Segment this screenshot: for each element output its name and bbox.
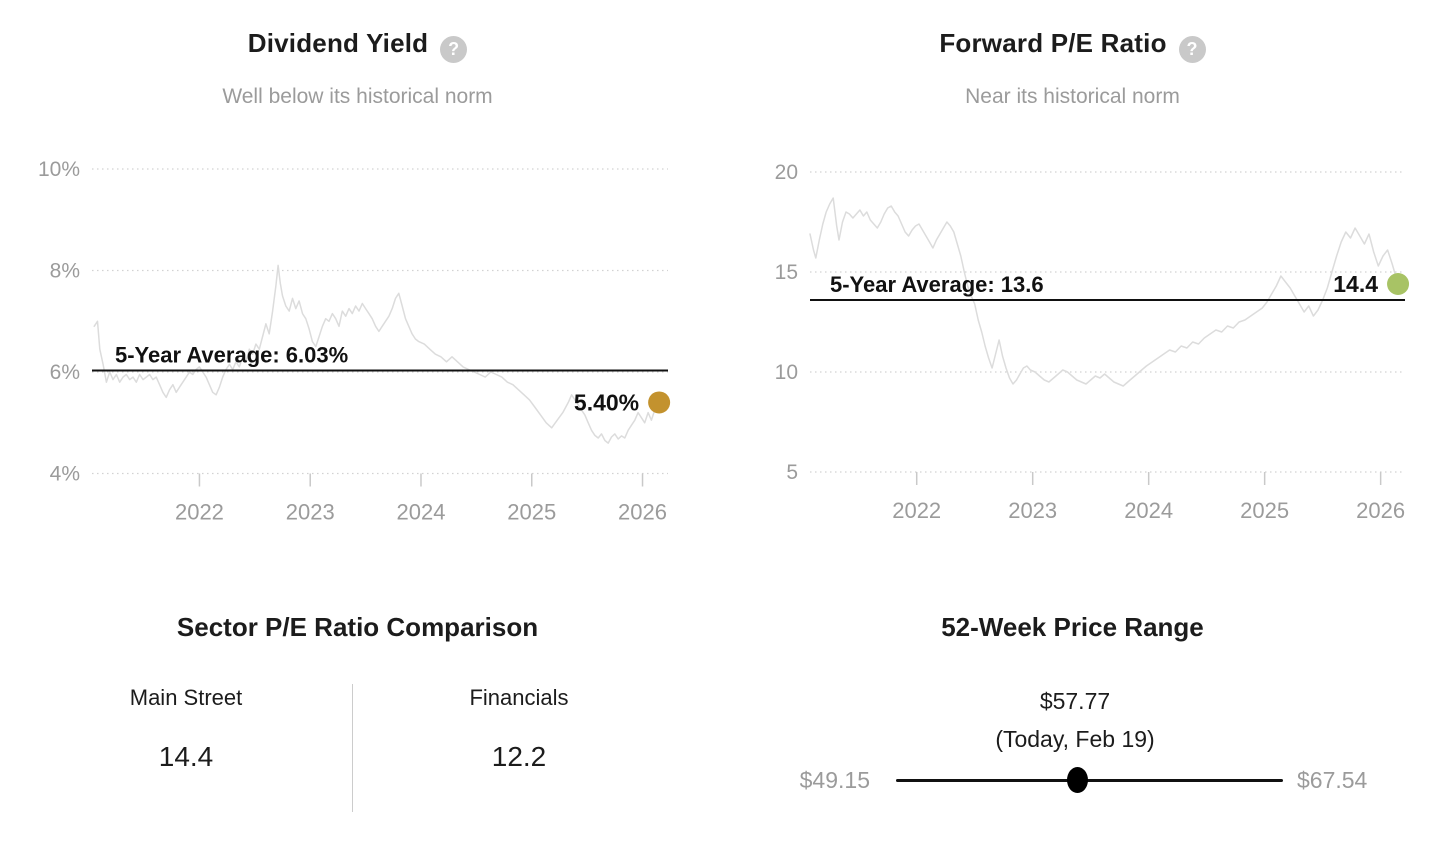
sector-column-value: 12.2 bbox=[491, 741, 547, 772]
forward-pe-title: Forward P/E Ratio bbox=[939, 28, 1167, 58]
price-range-title: 52-Week Price Range bbox=[941, 612, 1204, 642]
chart-title-row: Dividend Yield? bbox=[0, 28, 715, 63]
current-price-marker bbox=[1066, 767, 1088, 793]
y-axis-tick-label: 10% bbox=[38, 158, 80, 181]
y-axis-tick-label: 10 bbox=[775, 361, 798, 384]
data-series-line bbox=[93, 264, 660, 444]
y-axis-tick-label: 6% bbox=[50, 361, 80, 384]
x-axis-tick-label: 2026 bbox=[618, 500, 667, 525]
x-axis-tick-label: 2024 bbox=[397, 500, 446, 525]
x-axis-tick-label: 2023 bbox=[286, 500, 335, 525]
dividend-yield-chart: 10% 8% 6% 4% 2022 2023 2024 2025 2026 5-Year Aver… bbox=[38, 158, 671, 525]
chart-title-row: Forward P/E Ratio? bbox=[715, 28, 1430, 63]
x-axis-tick-label: 2025 bbox=[1240, 498, 1289, 523]
last-value-dot bbox=[1387, 273, 1410, 295]
dividend-yield-title: Dividend Yield bbox=[247, 28, 429, 58]
last-value-label: 5.40% bbox=[574, 389, 639, 415]
sector-column-financials: Financials 12.2 bbox=[369, 685, 669, 773]
x-axis-tick-label: 2025 bbox=[507, 500, 556, 525]
price-range-slider bbox=[896, 779, 1283, 782]
sector-column-main-street: Main Street 14.4 bbox=[36, 685, 336, 773]
current-price-label: $57.77 bbox=[1039, 688, 1111, 714]
x-axis-tick-label: 2022 bbox=[175, 500, 224, 525]
x-axis-tick-label: 2023 bbox=[1008, 498, 1057, 523]
vertical-divider bbox=[352, 684, 353, 812]
average-line-label: 5-Year Average: 6.03% bbox=[115, 342, 348, 367]
y-axis-tick-label: 15 bbox=[775, 261, 798, 284]
range-high-label: $67.54 bbox=[1297, 767, 1368, 793]
forward-pe-chart: 20 15 10 5 2022 2023 2024 2025 2026 5-Year Averag… bbox=[775, 161, 1410, 523]
dividend-yield-card: Dividend Yield? Well below its historica… bbox=[0, 0, 715, 560]
forward-pe-card: Forward P/E Ratio? Near its historical n… bbox=[715, 0, 1430, 560]
range-low-label: $49.15 bbox=[799, 767, 870, 793]
average-line-label: 5-Year Average: 13.6 bbox=[830, 272, 1044, 297]
price-range-card: 52-Week Price Range $57.77 (Today, Feb 1… bbox=[715, 595, 1430, 844]
last-value-label: 14.4 bbox=[1333, 271, 1378, 297]
last-value-dot bbox=[648, 391, 671, 414]
y-axis-tick-label: 4% bbox=[50, 463, 80, 486]
data-series-line bbox=[809, 197, 1399, 387]
x-axis-tick-label: 2024 bbox=[1124, 498, 1173, 523]
x-axis-tick-label: 2022 bbox=[892, 498, 941, 523]
dividend-yield-subtitle: Well below its historical norm bbox=[222, 85, 493, 108]
y-axis-tick-label: 8% bbox=[50, 260, 80, 283]
sector-pe-comparison-card: Sector P/E Ratio Comparison Main Street … bbox=[0, 595, 715, 844]
question-mark-icon[interactable]: ? bbox=[440, 36, 468, 63]
current-price-date: (Today, Feb 19) bbox=[995, 726, 1155, 752]
sector-column-label: Main Street bbox=[129, 685, 243, 710]
x-axis-tick-label: 2026 bbox=[1356, 498, 1405, 523]
y-axis-tick-label: 20 bbox=[775, 161, 798, 184]
forward-pe-subtitle: Near its historical norm bbox=[965, 85, 1180, 108]
sector-column-value: 14.4 bbox=[158, 741, 214, 772]
sector-column-label: Financials bbox=[469, 685, 569, 710]
sector-comparison-title: Sector P/E Ratio Comparison bbox=[176, 612, 539, 642]
question-mark-icon[interactable]: ? bbox=[1178, 36, 1206, 63]
y-axis-tick-label: 5 bbox=[786, 461, 798, 484]
